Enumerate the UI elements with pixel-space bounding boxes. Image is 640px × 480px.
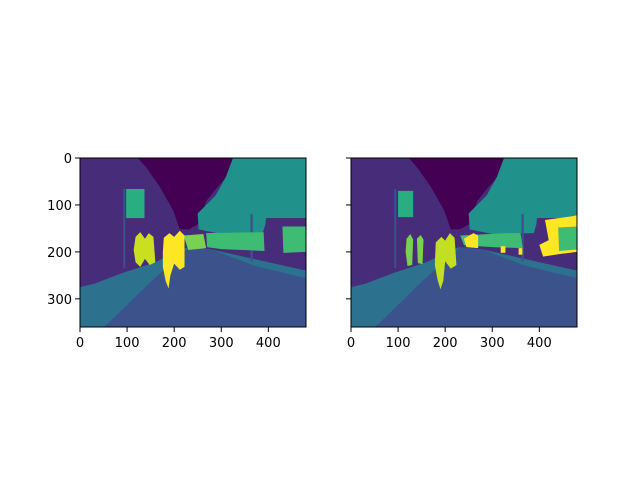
x-tick-label: 100 — [115, 336, 140, 351]
y-tick-label: 100 — [47, 199, 72, 214]
y-tick-label: 0 — [64, 152, 72, 167]
x-tick-label: 0 — [347, 336, 355, 351]
x-tick-label: 300 — [209, 336, 234, 351]
right-axes-frame — [350, 157, 578, 328]
x-tick-label: 200 — [433, 336, 458, 351]
left-axes — [80, 158, 306, 327]
sign-region — [398, 190, 414, 218]
person-left — [405, 234, 414, 266]
vegetation-band — [183, 234, 207, 251]
person-main — [162, 230, 185, 289]
right-axes — [351, 158, 577, 327]
x-tick-label: 400 — [527, 336, 552, 351]
yellow-car-left — [463, 233, 479, 249]
yellow-small-1 — [500, 246, 506, 253]
y-tick-label: 300 — [47, 293, 72, 308]
yellow-small-2 — [518, 248, 523, 255]
x-tick-label: 300 — [480, 336, 505, 351]
person-main — [434, 233, 457, 290]
green-patch-right — [282, 226, 306, 253]
green-patch-right — [558, 226, 577, 251]
left-axes-frame — [79, 157, 307, 328]
person-group — [133, 232, 156, 267]
sign-region — [126, 188, 145, 219]
x-tick-label: 200 — [162, 336, 187, 351]
x-tick-label: 0 — [76, 336, 84, 351]
x-tick-label: 400 — [256, 336, 281, 351]
x-tick-label: 100 — [386, 336, 411, 351]
green-band — [206, 232, 265, 251]
person-left-2 — [416, 234, 424, 265]
y-tick-label: 200 — [47, 246, 72, 261]
